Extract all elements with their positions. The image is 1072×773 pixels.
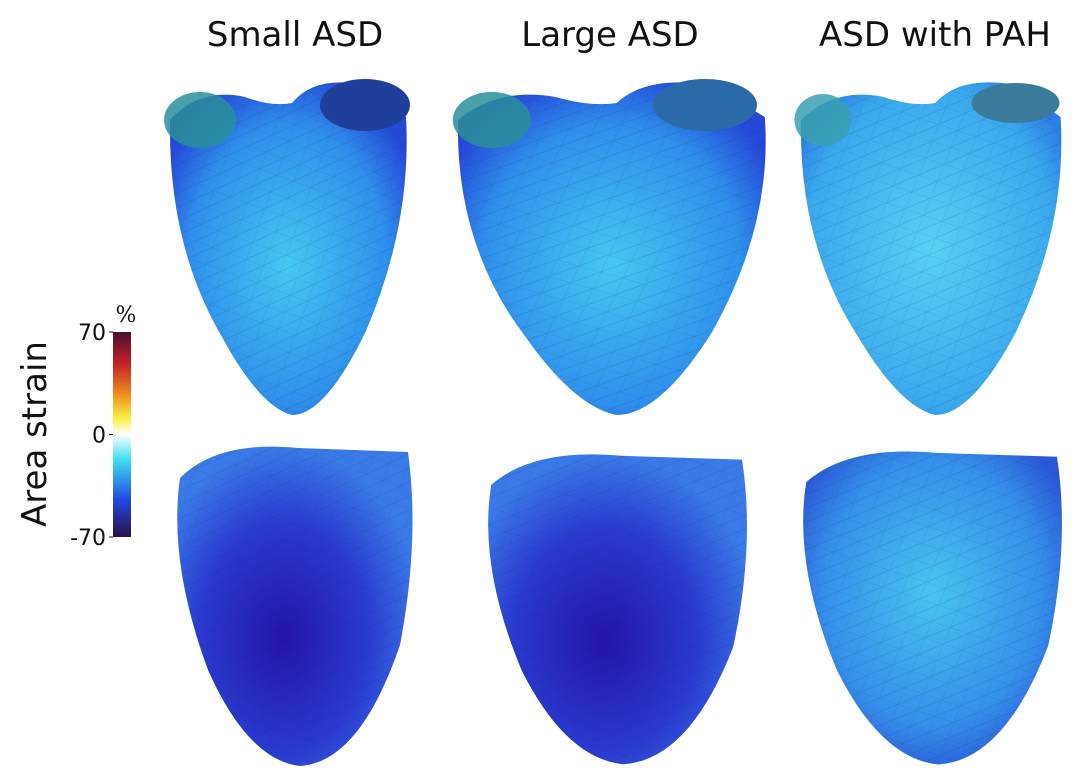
heart-model: [164, 79, 410, 416]
column-titles: Small ASD Large ASD ASD with PAH: [207, 15, 1051, 55]
colorbar-unit: %: [116, 303, 137, 328]
heart-meshes: [164, 79, 1062, 766]
colorbar: [113, 332, 131, 537]
heart-model: [177, 446, 413, 766]
tick-label: -70: [70, 526, 106, 551]
tick-label: 0: [92, 424, 106, 449]
heart-model: [794, 82, 1062, 416]
heart-model: [488, 454, 747, 765]
column-title: ASD with PAH: [819, 15, 1051, 55]
heart-model: [452, 79, 766, 416]
heart-model: [803, 451, 1062, 765]
column-title: Large ASD: [521, 15, 699, 55]
colorbar-ticks: 70 0 -70: [70, 321, 113, 551]
tick-label: 70: [78, 321, 106, 346]
column-title: Small ASD: [207, 15, 383, 55]
colorbar-label: Area strain: [15, 341, 55, 527]
